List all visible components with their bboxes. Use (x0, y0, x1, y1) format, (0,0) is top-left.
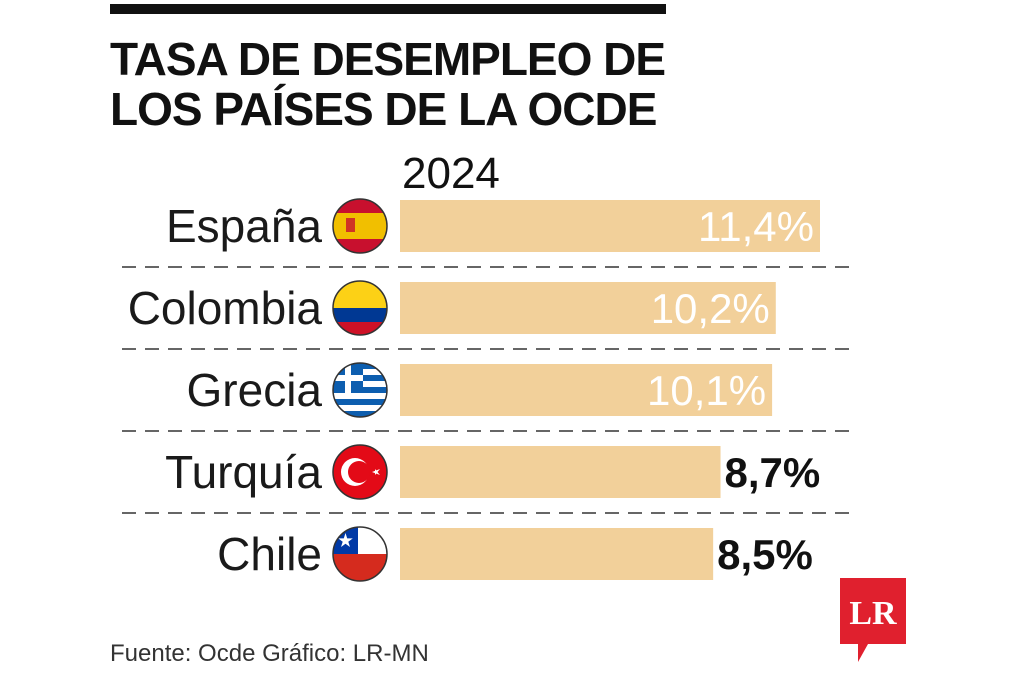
bar (400, 446, 721, 498)
bar (400, 282, 776, 334)
turkey-flag-icon (332, 444, 388, 500)
logo-text: LR (849, 595, 897, 632)
value-label: 11,4% (698, 203, 814, 250)
value-label: 10,2% (651, 285, 770, 332)
value-label: 8,7% (725, 449, 821, 496)
value-label: 10,1% (647, 367, 766, 414)
colombia-flag-icon (332, 280, 388, 336)
spain-flag-icon (332, 198, 388, 254)
chart-title: TASA DE DESEMPLEO DE LOS PAÍSES DE LA OC… (110, 33, 666, 135)
bar (400, 200, 820, 252)
chart-subtitle-year: 2024 (402, 149, 500, 198)
greece-flag-icon (332, 362, 388, 418)
value-label: 8,5% (717, 531, 813, 578)
source-note: Fuente: Ocde Gráfico: LR-MN (110, 640, 429, 667)
bar (400, 364, 773, 416)
country-label: España (166, 200, 322, 252)
bar (400, 528, 714, 580)
lr-logo: LR (840, 578, 906, 662)
country-label: Grecia (187, 364, 323, 416)
top-rule (110, 4, 666, 14)
country-label: Turquía (165, 446, 322, 498)
country-label: Chile (217, 528, 322, 580)
country-label: Colombia (128, 282, 323, 334)
chile-flag-icon (332, 526, 388, 582)
